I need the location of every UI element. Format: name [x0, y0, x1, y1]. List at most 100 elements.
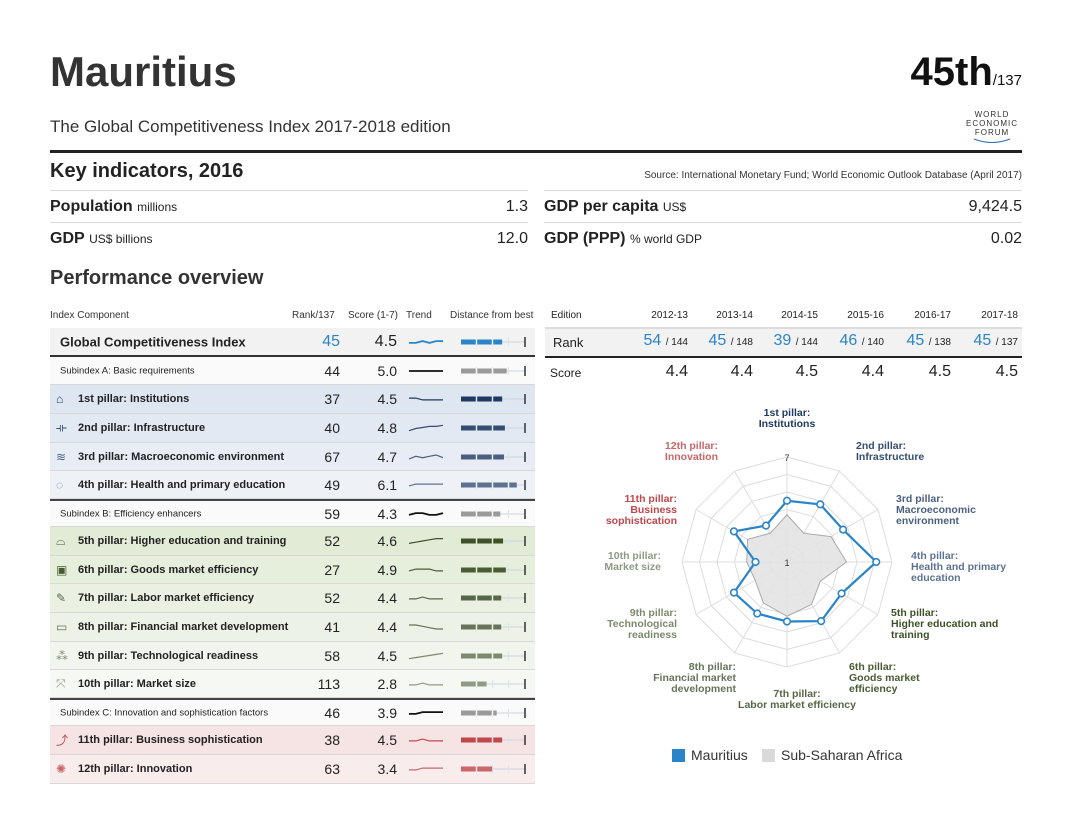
edition-rank: 54 / 144 [643, 332, 689, 349]
distance-bar [461, 536, 526, 546]
edition-rank: 46 / 140 [839, 332, 885, 349]
row-score: 4.7 [377, 448, 397, 465]
radar-tick-min: 1 [784, 558, 789, 568]
series-ssa-area [746, 514, 848, 617]
edition-score: 4.5 [928, 363, 951, 380]
row-label: 4th pillar: Health and primary education [78, 478, 286, 491]
edition-header-row: Edition 2012-13 2013-14 2014-15 2015-16 2016… [545, 305, 1022, 325]
trend-line [409, 596, 443, 600]
key-indicators-title: Key indicators, 2016 [50, 160, 244, 182]
trend-line [408, 424, 444, 432]
row-score: 4.5 [377, 391, 397, 407]
trend-sparkline [409, 738, 443, 742]
legend-swatch [672, 748, 685, 762]
radar-axis-label: 4th pillar: Health and primary education [911, 550, 1007, 584]
row-label: Subindex A: Basic requirements [60, 365, 195, 376]
row-score: 3.4 [377, 761, 397, 777]
overall-rank: 45th/137 [911, 50, 1022, 95]
row-score: 2.8 [377, 675, 397, 692]
edition-score: 4.5 [995, 363, 1018, 380]
pillar-row: ✺ 12th pillar: Innovation 63 3.4 [50, 755, 535, 784]
distance-fill [461, 624, 502, 630]
trend-sparkline [409, 767, 443, 771]
trend-line [409, 397, 443, 401]
row-rank: 38 [324, 732, 340, 748]
trend-line [408, 511, 444, 516]
row-rank: 52 [324, 533, 340, 549]
edition-score: 4.4 [861, 363, 884, 380]
legend-ssa: Sub-Saharan Africa [762, 747, 902, 763]
distance-bar [461, 336, 526, 347]
indicator-gdp-per-capita: GDP per capita US$ 9,424.5 [544, 190, 1022, 222]
score-label: Score [550, 366, 582, 380]
distance-fill [461, 425, 505, 431]
edition-score: 4.4 [665, 363, 688, 380]
trend-sparkline [409, 397, 443, 401]
distance-fill [461, 710, 497, 715]
row-label: 7th pillar: Labor market efficiency [78, 592, 255, 604]
col-score: Score (1-7) [348, 310, 399, 321]
radar-axis-label: 2nd pillar: Infrastructure [856, 440, 925, 463]
trend-sparkline [408, 453, 444, 460]
row-label: Global Competitiveness Index [60, 334, 246, 349]
trend-line [409, 710, 443, 715]
wef-logo: WORLD ECONOMIC FORUM [962, 110, 1022, 146]
distance-bar [461, 735, 526, 745]
distance-fill [461, 511, 501, 516]
row-score: 4.5 [374, 332, 397, 350]
trend-line [408, 483, 443, 486]
goods-market-icon: ▣ [56, 562, 68, 577]
pillar-row: ✎ 7th pillar: Labor market efficiency 52 4.… [50, 584, 535, 613]
row-score: 4.5 [377, 732, 397, 748]
performance-title: Performance overview [50, 267, 264, 289]
pillar-row: ⁂ 9th pillar: Technological readiness 58 4.… [50, 642, 535, 670]
pillar-row: ⤴ 11th pillar: Business sophistication 38 4… [50, 726, 535, 755]
edition-year: 2017-18 [981, 310, 1018, 321]
row-label: 12th pillar: Innovation [78, 763, 193, 775]
col-distance: Distance from best [450, 310, 534, 321]
trend-sparkline [409, 624, 443, 630]
rank-label: Rank [553, 335, 584, 350]
distance-bar [461, 650, 526, 661]
macroeconomic-icon: ≋ [56, 449, 67, 464]
legend-mauritius: Mauritius [672, 747, 748, 763]
innovation-icon: ✺ [56, 762, 67, 776]
mauritius-point [753, 609, 762, 618]
distance-bar [461, 678, 526, 689]
trend-line [408, 453, 444, 460]
trend-sparkline [408, 511, 444, 516]
row-rank: 40 [324, 420, 340, 436]
gci-row: Global Competitiveness Index 45 4.5 [50, 328, 535, 357]
trend-sparkline [409, 681, 443, 685]
row-label: 8th pillar: Financial market development [78, 621, 289, 633]
technology-icon: ⁂ [56, 648, 68, 663]
trend-sparkline [409, 369, 443, 372]
distance-bar [461, 564, 526, 575]
distance-fill [461, 567, 506, 572]
row-score: 4.3 [377, 505, 397, 522]
divider [50, 150, 1022, 153]
row-label: 1st pillar: Institutions [78, 393, 190, 405]
edition-score-row: Score 4.4 4.4 4.5 4.4 4.5 4.5 [545, 356, 1022, 384]
trend-sparkline [408, 538, 443, 544]
radar-tick-max: 7 [784, 453, 789, 463]
radar-axis-label: 3rd pillar: Macroeconomic environment [896, 493, 976, 527]
distance-bar [461, 707, 526, 718]
row-score: 4.9 [377, 561, 397, 578]
trend-line [409, 738, 443, 742]
row-score: 5.0 [377, 362, 397, 379]
row-score: 4.4 [377, 590, 397, 606]
indicator-population: Population millions 1.3 [50, 190, 528, 222]
trend-line [408, 538, 443, 544]
mauritius-point [872, 557, 881, 567]
row-rank: 44 [324, 362, 340, 379]
education-icon: ⌓ [56, 533, 66, 548]
distance-bar [461, 764, 526, 774]
distance-fill [461, 482, 517, 487]
distance-fill [461, 339, 503, 344]
health-icon: ◌ [56, 477, 64, 492]
edition-rank: 45 / 148 [708, 332, 754, 349]
mauritius-point [761, 521, 771, 530]
mauritius-point [817, 617, 826, 626]
distance-bar [461, 622, 526, 632]
